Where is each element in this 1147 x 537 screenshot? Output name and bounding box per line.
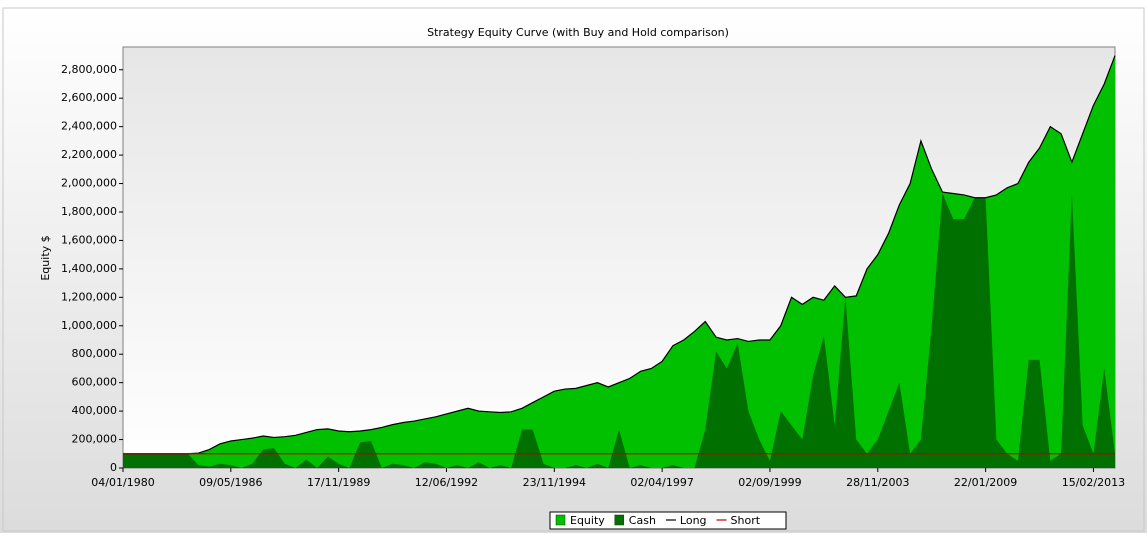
y-tick-label: 1,000,000: [61, 319, 117, 332]
x-tick-label: 12/06/1992: [415, 476, 478, 489]
x-tick-label: 15/02/2013: [1062, 476, 1125, 489]
y-tick-label: 1,800,000: [61, 205, 117, 218]
y-tick-label: 2,000,000: [61, 177, 117, 190]
legend-label: Short: [731, 514, 761, 527]
x-tick-label: 02/04/1997: [630, 476, 693, 489]
y-tick-label: 600,000: [72, 376, 118, 389]
x-tick-label: 22/01/2009: [954, 476, 1017, 489]
legend-label: Equity: [570, 514, 605, 527]
y-tick-label: 2,200,000: [61, 148, 117, 161]
legend-label: Cash: [629, 514, 656, 527]
y-tick-label: 1,200,000: [61, 290, 117, 303]
x-tick-label: 04/01/1980: [91, 476, 154, 489]
line: [123, 55, 1116, 455]
y-tick-label: 800,000: [72, 347, 118, 360]
y-tick-label: 2,800,000: [61, 63, 117, 76]
y-axis-label: Equity $: [39, 235, 52, 280]
y-tick-label: 2,600,000: [61, 91, 117, 104]
y-tick-label: 200,000: [72, 433, 118, 446]
legend-label: Long: [680, 514, 707, 527]
x-tick-label: 02/09/1999: [738, 476, 801, 489]
legend-swatch: [555, 514, 566, 526]
x-tick-label: 28/11/2003: [846, 476, 909, 489]
y-tick-label: 1,400,000: [61, 262, 117, 275]
legend-swatch: [614, 514, 625, 526]
area: [123, 55, 1115, 468]
chart-title: Strategy Equity Curve (with Buy and Hold…: [427, 26, 729, 39]
y-tick-label: 2,400,000: [61, 120, 117, 133]
y-tick-label: 400,000: [72, 404, 118, 417]
x-tick-label: 23/11/1994: [523, 476, 586, 489]
y-tick-label: 0: [110, 461, 117, 474]
x-tick-label: 17/11/1989: [307, 476, 370, 489]
y-tick-label: 1,600,000: [61, 233, 117, 246]
x-tick-label: 09/05/1986: [199, 476, 262, 489]
